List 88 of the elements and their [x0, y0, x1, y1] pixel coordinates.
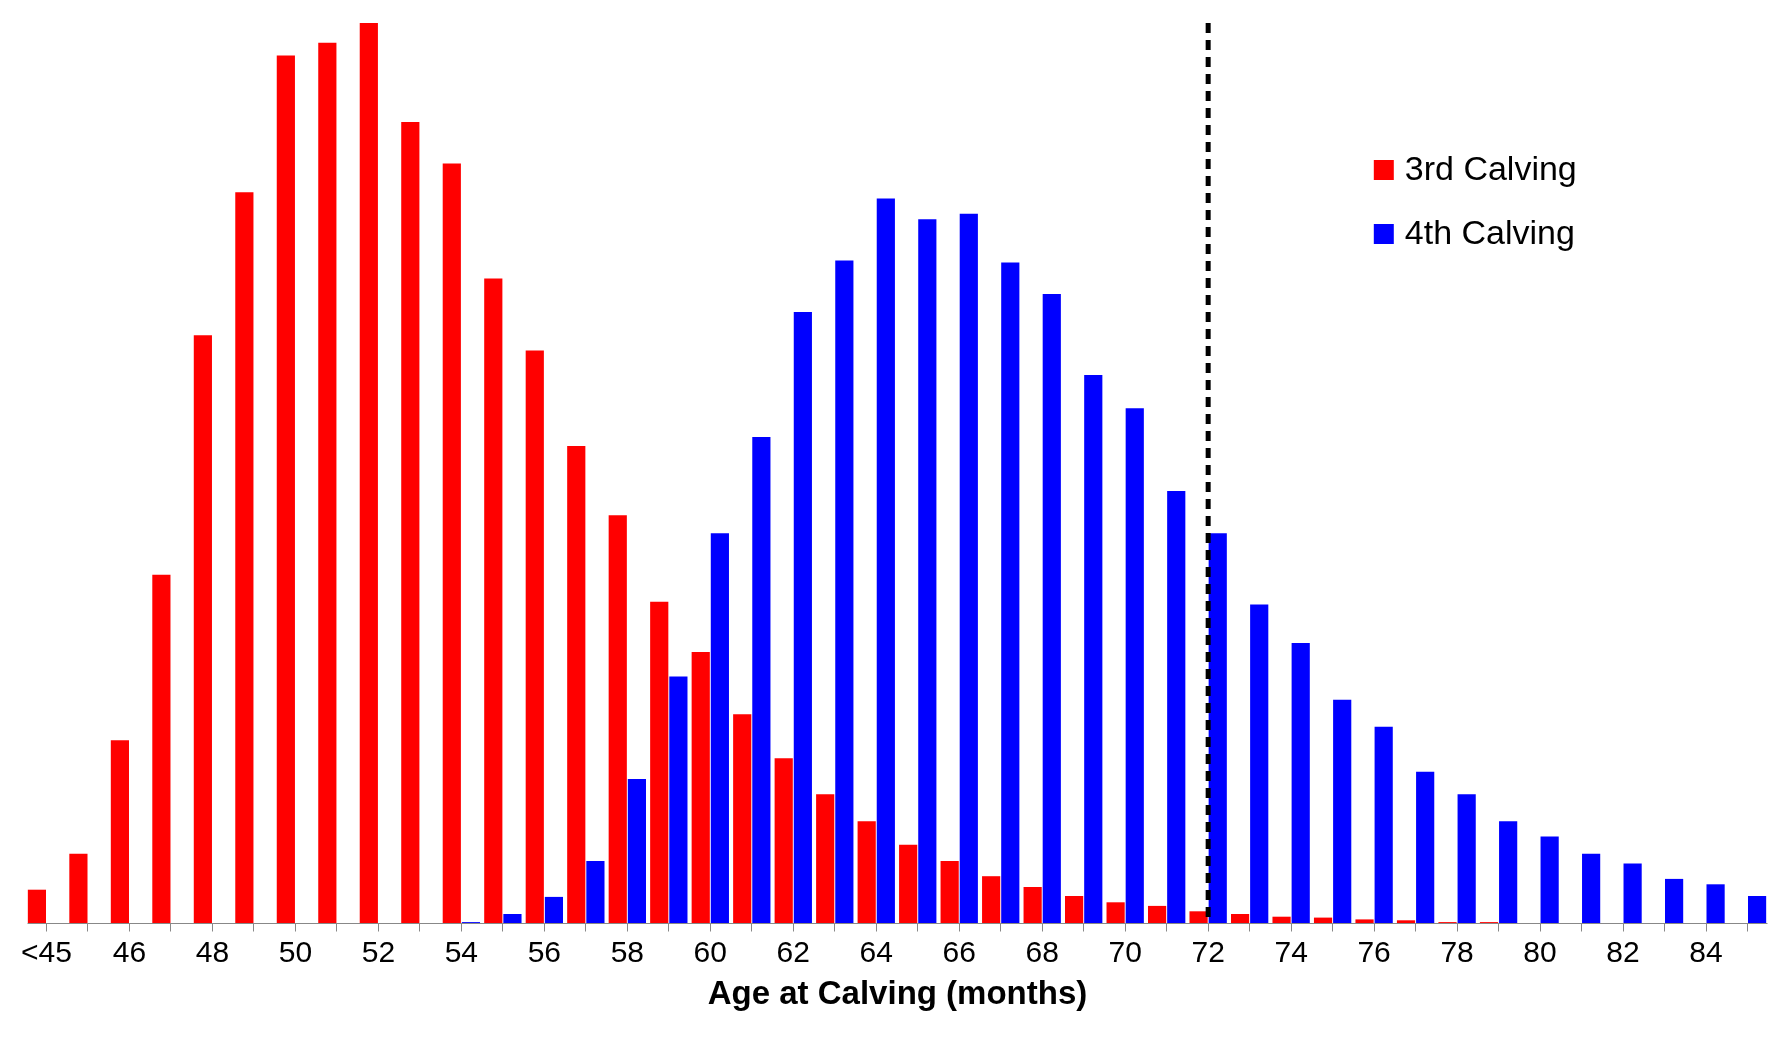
bar	[276, 55, 295, 923]
bar	[608, 515, 627, 923]
bar	[193, 335, 212, 923]
bar	[1106, 902, 1125, 923]
x-tick-label: 84	[1689, 934, 1723, 968]
bar	[1065, 896, 1084, 923]
bar	[359, 23, 378, 923]
x-tick-label: 70	[1108, 934, 1142, 968]
legend-label: 4th Calving	[1404, 213, 1575, 251]
x-tick-label: 60	[693, 934, 727, 968]
bar	[1272, 916, 1291, 923]
x-tick-label: 80	[1523, 934, 1557, 968]
bar	[567, 446, 586, 923]
x-tick-label: 56	[527, 934, 562, 968]
bar	[774, 758, 793, 923]
bar	[110, 740, 129, 923]
bar	[669, 676, 688, 923]
bar	[525, 350, 544, 923]
bar	[1084, 374, 1103, 923]
bar	[1125, 408, 1144, 923]
bar	[1189, 911, 1208, 923]
bar	[27, 889, 47, 923]
x-tick-label: 78	[1440, 934, 1474, 968]
bar	[1355, 919, 1374, 923]
bar	[1582, 853, 1601, 923]
x-tick-label: 58	[610, 934, 645, 968]
bar	[503, 914, 522, 923]
bar	[1416, 771, 1435, 923]
x-tick-label: 48	[195, 934, 230, 968]
x-tick-label: 72	[1191, 934, 1225, 968]
x-tick-label: 66	[942, 934, 976, 968]
bar	[816, 794, 835, 923]
bar	[710, 533, 729, 923]
bar	[484, 278, 503, 923]
bar	[1499, 821, 1518, 923]
bar	[982, 876, 1001, 923]
x-tick-label: 74	[1274, 934, 1308, 968]
bar	[1374, 726, 1393, 923]
bar	[1250, 604, 1269, 923]
bar	[1747, 896, 1767, 923]
bar	[650, 601, 669, 923]
x-tick-label: 82	[1606, 934, 1640, 968]
bar	[918, 219, 937, 923]
bar	[544, 896, 564, 923]
bar	[1665, 878, 1684, 923]
legend-label: 3rd Calving	[1404, 149, 1577, 187]
bar	[1001, 262, 1020, 923]
x-tick-label: 64	[859, 934, 893, 968]
bar	[857, 821, 876, 923]
x-tick-label: 62	[776, 934, 810, 968]
bar	[1042, 293, 1061, 923]
bar	[1333, 699, 1352, 923]
bar	[752, 437, 771, 923]
x-tick-label: 54	[444, 934, 479, 968]
bar	[235, 192, 254, 923]
x-tick-label: 68	[1025, 934, 1059, 968]
bar	[1623, 863, 1642, 923]
bar	[1706, 884, 1725, 923]
x-tick-label: <45	[21, 934, 72, 968]
bar	[793, 311, 812, 923]
bar	[733, 714, 752, 923]
bar	[1167, 491, 1186, 923]
x-axis-title: Age at Calving (months)	[707, 973, 1088, 1011]
bar	[940, 860, 959, 923]
bar	[627, 779, 646, 923]
bar	[586, 860, 605, 923]
x-tick-label: 50	[278, 934, 313, 968]
bar	[152, 574, 171, 923]
bar	[1396, 920, 1416, 923]
x-tick-label: 76	[1357, 934, 1391, 968]
bar	[959, 213, 978, 923]
bar	[1148, 905, 1167, 923]
bar	[835, 260, 854, 923]
x-tick-label: 52	[361, 934, 396, 968]
bar	[1230, 914, 1250, 923]
bar	[442, 163, 461, 923]
x-tick-label: 46	[112, 934, 147, 968]
bar	[401, 122, 420, 923]
bar	[899, 844, 918, 923]
bar	[1291, 643, 1310, 923]
bar	[1540, 836, 1559, 923]
bar	[876, 198, 895, 923]
bar	[1457, 794, 1476, 923]
bar	[318, 42, 337, 923]
bar	[1313, 917, 1333, 923]
bar	[691, 652, 710, 923]
bar	[69, 853, 88, 923]
bar	[1023, 887, 1042, 923]
